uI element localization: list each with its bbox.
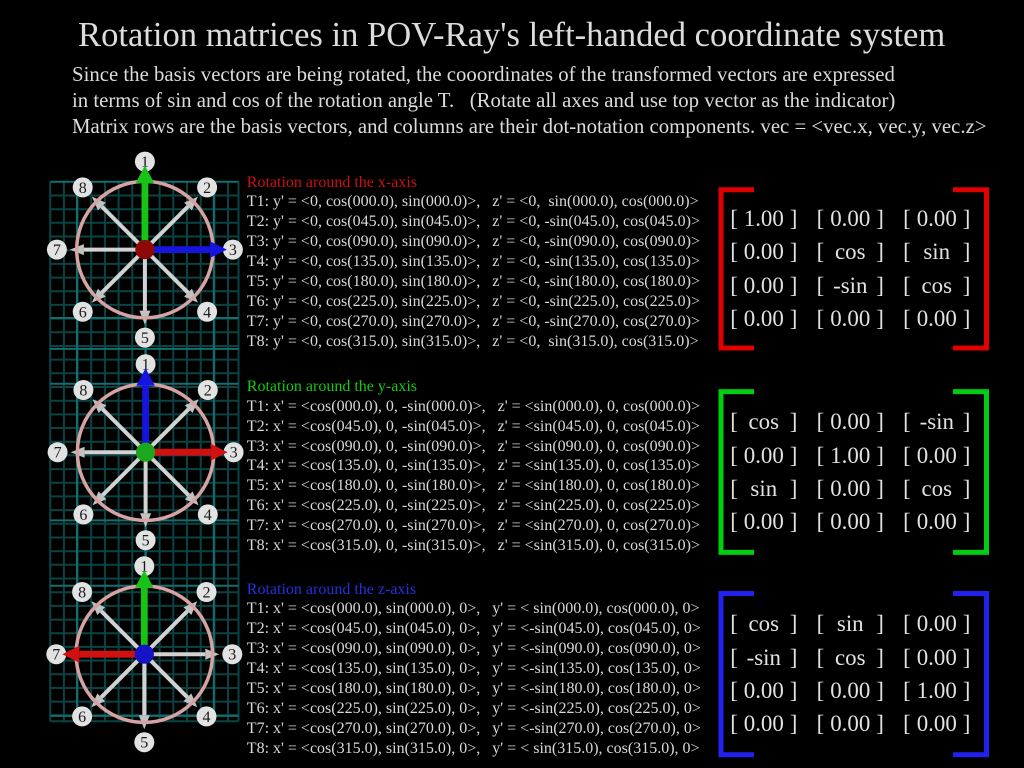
svg-text:6: 6 xyxy=(79,507,87,524)
svg-text:8: 8 xyxy=(79,180,87,197)
svg-text:1: 1 xyxy=(141,154,149,171)
svg-text:4: 4 xyxy=(204,507,212,524)
svg-text:6: 6 xyxy=(78,709,86,726)
svg-text:5: 5 xyxy=(141,330,149,347)
svg-text:8: 8 xyxy=(79,383,87,400)
svg-text:3: 3 xyxy=(228,647,236,664)
svg-text:8: 8 xyxy=(78,585,86,602)
svg-text:7: 7 xyxy=(52,647,60,664)
svg-text:2: 2 xyxy=(203,180,211,197)
svg-text:3: 3 xyxy=(230,445,238,462)
svg-text:6: 6 xyxy=(79,304,87,321)
svg-text:1: 1 xyxy=(140,559,148,576)
svg-text:2: 2 xyxy=(204,383,212,400)
svg-text:4: 4 xyxy=(203,709,211,726)
svg-text:5: 5 xyxy=(142,533,150,550)
svg-text:7: 7 xyxy=(53,242,61,259)
svg-text:5: 5 xyxy=(140,735,148,752)
svg-text:3: 3 xyxy=(229,242,237,259)
svg-text:1: 1 xyxy=(142,357,150,374)
svg-text:7: 7 xyxy=(54,445,62,462)
svg-text:4: 4 xyxy=(203,304,211,321)
svg-text:2: 2 xyxy=(203,585,211,602)
